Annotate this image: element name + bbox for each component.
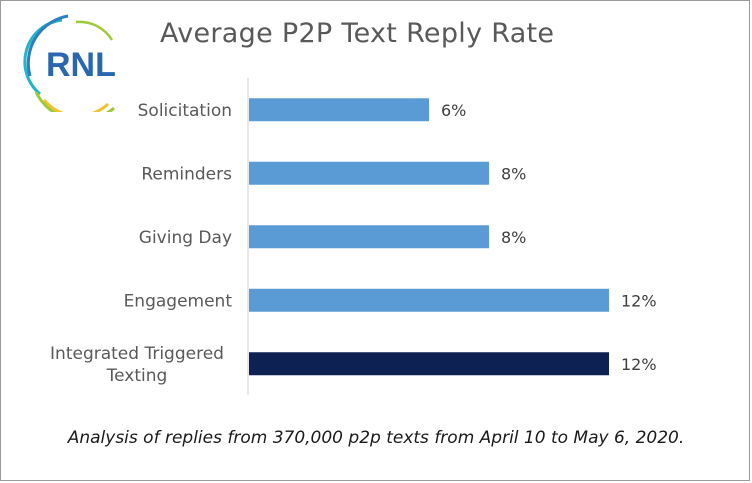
chart-title: Average P2P Text Reply Rate bbox=[160, 18, 555, 49]
bar-3 bbox=[249, 225, 489, 249]
category-label: Solicitation bbox=[138, 101, 232, 121]
bar-2 bbox=[249, 161, 489, 185]
bar-4 bbox=[249, 288, 609, 312]
value-label: 6% bbox=[441, 101, 466, 120]
category-label: Giving Day bbox=[139, 228, 232, 248]
value-label: 8% bbox=[501, 164, 526, 183]
logo-text: RNL bbox=[46, 46, 116, 84]
rnl-logo: RNL bbox=[23, 14, 116, 112]
category-label: Integrated Triggered Texting bbox=[50, 344, 224, 386]
value-label: 8% bbox=[501, 228, 526, 247]
caption: Analysis of replies from 370,000 p2p tex… bbox=[67, 428, 685, 448]
category-label: Reminders bbox=[141, 164, 232, 184]
category-label: Engagement bbox=[124, 291, 233, 311]
value-label: 12% bbox=[621, 291, 657, 310]
bar-5 bbox=[249, 352, 609, 376]
bar-1 bbox=[249, 98, 429, 122]
value-label: 12% bbox=[621, 355, 657, 374]
